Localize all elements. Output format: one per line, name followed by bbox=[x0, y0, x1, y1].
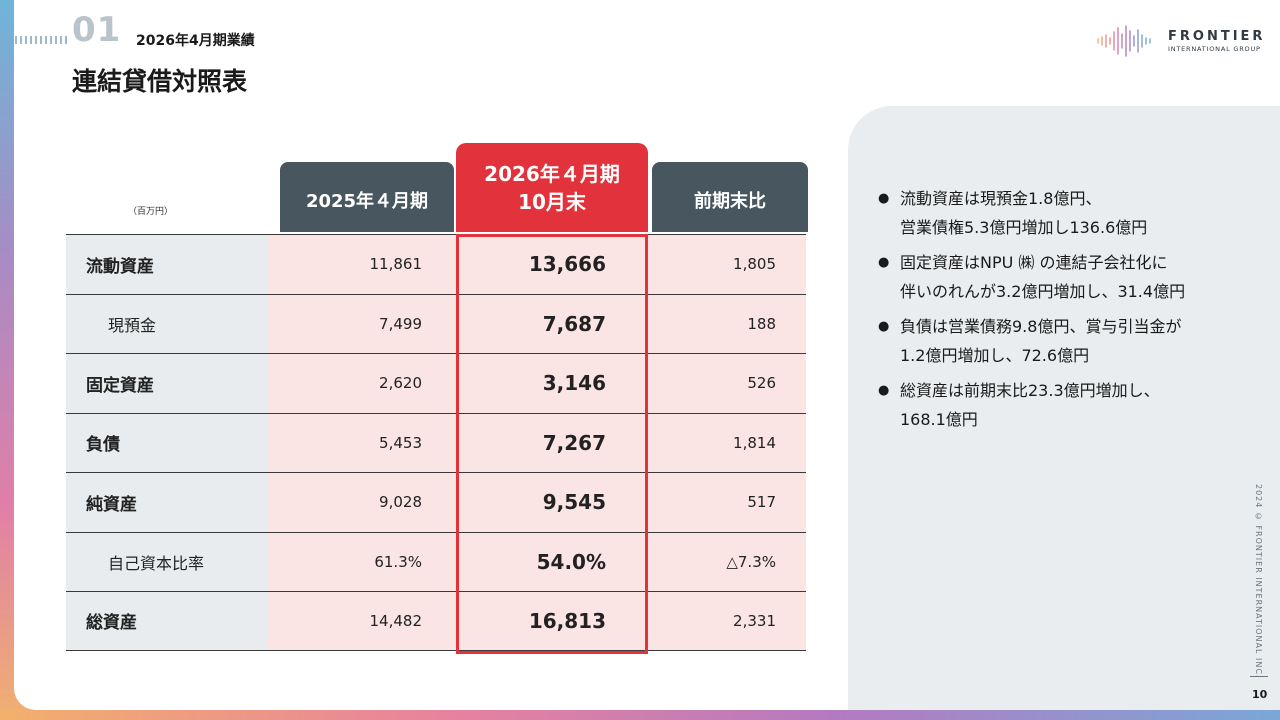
note-line: 固定資産はNPU ㈱ の連結子会社化に bbox=[900, 253, 1168, 272]
section-title: 2026年4月期業績 bbox=[136, 33, 255, 49]
balance-sheet-table: 流動資産 11,861 13,666 1,805 現預金 7,499 7,687… bbox=[66, 234, 806, 651]
column-header-diff: 前期末比 bbox=[652, 162, 808, 232]
list-item: 負債は営業債務9.8億円、賞与引当金が 1.2億円増加し、72.6億円 bbox=[878, 312, 1248, 370]
value-current: 7,687 bbox=[456, 294, 646, 353]
value-prev: 5,453 bbox=[268, 413, 456, 472]
column-header-current-line1: 2026年４月期 bbox=[484, 161, 620, 186]
value-prev: 11,861 bbox=[268, 235, 456, 294]
row-label: 固定資産 bbox=[66, 354, 268, 413]
page-number: 10 bbox=[1252, 688, 1268, 701]
value-current: 7,267 bbox=[456, 413, 646, 472]
value-diff: 188 bbox=[646, 294, 806, 353]
logo-subtitle: INTERNATIONAL GROUP bbox=[1168, 45, 1261, 53]
logo-wordmark: FRONTIER bbox=[1168, 29, 1266, 44]
list-item: 固定資産はNPU ㈱ の連結子会社化に 伴いのれんが3.2億円増加し、31.4億… bbox=[878, 248, 1248, 306]
column-header-prev-text: 2025年４月期 bbox=[305, 191, 429, 212]
notes-list: 流動資産は現預金1.8億円、 営業債権5.3億円増加し136.6億円 固定資産は… bbox=[878, 184, 1248, 440]
value-diff: 517 bbox=[646, 473, 806, 532]
value-current: 9,545 bbox=[456, 473, 646, 532]
unit-label: （百万円） bbox=[128, 207, 174, 217]
table-row: 流動資産 11,861 13,666 1,805 bbox=[66, 234, 806, 294]
note-line: 1.2億円増加し、72.6億円 bbox=[900, 346, 1090, 365]
note-line: 流動資産は現預金1.8億円、 bbox=[900, 189, 1102, 208]
note-line: 168.1億円 bbox=[900, 410, 978, 429]
slide-card: 01 2026年4月期業績 連結貸借対照表 FRONTIER INT bbox=[14, 0, 1280, 710]
note-line: 総資産は前期末比23.3億円増加し、 bbox=[900, 381, 1160, 400]
section-number: 01 bbox=[72, 10, 122, 50]
value-prev: 61.3% bbox=[268, 532, 456, 591]
table-row: 負債 5,453 7,267 1,814 bbox=[66, 412, 806, 472]
table-row: 自己資本比率 61.3% 54.0% △7.3% bbox=[66, 531, 806, 591]
value-current: 16,813 bbox=[456, 592, 646, 650]
list-item: 総資産は前期末比23.3億円増加し、 168.1億円 bbox=[878, 376, 1248, 434]
value-diff: 1,805 bbox=[646, 235, 806, 294]
table-row: 現預金 7,499 7,687 188 bbox=[66, 293, 806, 353]
column-header-prev: 2025年４月期 bbox=[280, 162, 454, 232]
column-header-current-line2: 10月末 bbox=[518, 189, 586, 214]
table-row: 総資産 14,482 16,813 2,331 bbox=[66, 591, 806, 651]
value-prev: 14,482 bbox=[268, 592, 456, 650]
note-line: 伴いのれんが3.2億円増加し、31.4億円 bbox=[900, 282, 1186, 301]
value-diff: △7.3% bbox=[646, 532, 806, 591]
row-label: 自己資本比率 bbox=[66, 532, 268, 591]
value-current: 3,146 bbox=[456, 354, 646, 413]
row-label: 負債 bbox=[66, 413, 268, 472]
value-diff: 526 bbox=[646, 354, 806, 413]
row-label: 流動資産 bbox=[66, 235, 268, 294]
value-prev: 2,620 bbox=[268, 354, 456, 413]
section-dash-decoration bbox=[14, 36, 68, 44]
value-prev: 7,499 bbox=[268, 294, 456, 353]
column-header-current: 2026年４月期 10月末 bbox=[456, 143, 648, 232]
waveform-logo-icon bbox=[1097, 25, 1151, 57]
table-row: 固定資産 2,620 3,146 526 bbox=[66, 353, 806, 413]
value-current: 54.0% bbox=[456, 532, 646, 591]
row-label: 現預金 bbox=[66, 294, 268, 353]
note-line: 営業債権5.3億円増加し136.6億円 bbox=[900, 218, 1148, 237]
copyright-text: 2024 © FRONTIER INTERNATIONAL INC. bbox=[1254, 484, 1263, 679]
value-prev: 9,028 bbox=[268, 473, 456, 532]
list-item: 流動資産は現預金1.8億円、 営業債権5.3億円増加し136.6億円 bbox=[878, 184, 1248, 242]
table-row: 純資産 9,028 9,545 517 bbox=[66, 472, 806, 532]
value-diff: 1,814 bbox=[646, 413, 806, 472]
frontier-logo: FRONTIER INTERNATIONAL GROUP bbox=[1096, 24, 1266, 58]
value-current: 13,666 bbox=[456, 235, 646, 294]
row-label: 純資産 bbox=[66, 473, 268, 532]
page-title: 連結貸借対照表 bbox=[72, 67, 248, 96]
value-diff: 2,331 bbox=[646, 592, 806, 650]
column-header-diff-text: 前期末比 bbox=[694, 191, 766, 212]
note-line: 負債は営業債務9.8億円、賞与引当金が bbox=[900, 317, 1182, 336]
page-number-divider bbox=[1250, 676, 1268, 677]
gradient-bottom-strip bbox=[0, 710, 1280, 720]
row-label: 総資産 bbox=[66, 592, 268, 650]
